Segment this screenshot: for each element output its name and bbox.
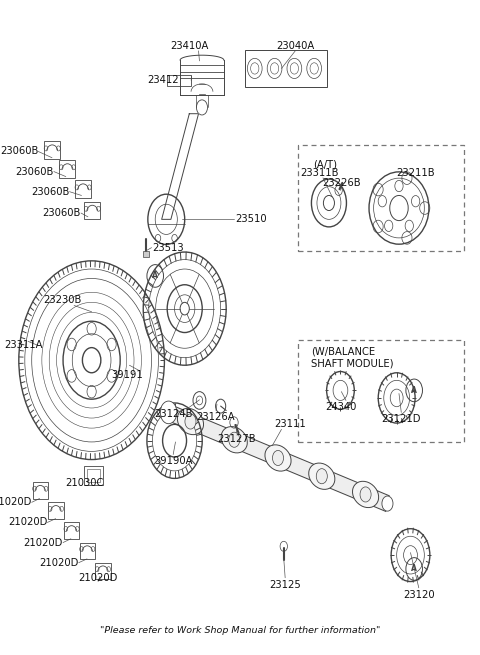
Bar (64, 523, 79, 539)
Polygon shape (167, 405, 389, 512)
Text: SHAFT MODULE): SHAFT MODULE) (312, 359, 394, 369)
Text: 24340: 24340 (326, 402, 357, 412)
Text: 23211B: 23211B (396, 168, 434, 178)
Bar (44, 141, 60, 159)
Bar (86, 469, 100, 481)
Text: 23111: 23111 (274, 419, 306, 430)
Text: 23040A: 23040A (276, 41, 314, 51)
Text: A: A (411, 565, 417, 574)
Ellipse shape (352, 481, 379, 508)
Text: 23410A: 23410A (170, 41, 208, 51)
Text: 21020D: 21020D (0, 497, 32, 508)
Text: 39191: 39191 (111, 370, 143, 381)
Text: 23060B: 23060B (43, 208, 81, 218)
Bar (48, 502, 63, 519)
Text: 21020D: 21020D (78, 572, 118, 583)
Text: 21020D: 21020D (24, 538, 63, 548)
Bar (33, 482, 48, 498)
Text: 23120: 23120 (403, 590, 434, 601)
Text: 23060B: 23060B (31, 187, 70, 196)
Bar (96, 563, 110, 579)
Bar (84, 466, 103, 485)
Circle shape (316, 469, 327, 484)
Polygon shape (162, 114, 199, 219)
Text: (A/T): (A/T) (313, 159, 337, 169)
Text: A: A (411, 386, 417, 395)
Text: 23311A: 23311A (4, 340, 43, 350)
Text: "Please refer to Work Shop Manual for further information": "Please refer to Work Shop Manual for fu… (100, 626, 380, 635)
Text: 21030C: 21030C (65, 478, 103, 489)
Bar (80, 542, 95, 559)
Ellipse shape (221, 426, 247, 453)
Ellipse shape (265, 445, 291, 471)
Bar (75, 180, 91, 198)
Text: 23125: 23125 (269, 580, 301, 590)
Circle shape (228, 432, 240, 447)
Bar (167, 75, 191, 86)
Text: 23121D: 23121D (382, 414, 421, 424)
Text: 23126A: 23126A (197, 413, 235, 422)
Text: A: A (152, 271, 158, 280)
Ellipse shape (178, 408, 204, 435)
Text: 21020D: 21020D (39, 557, 79, 568)
Text: 23124B: 23124B (154, 409, 192, 419)
Text: 23513: 23513 (153, 242, 184, 253)
Text: 23226B: 23226B (322, 178, 360, 188)
Text: 21020D: 21020D (8, 517, 48, 527)
Ellipse shape (309, 463, 335, 489)
Text: 23510: 23510 (235, 214, 267, 225)
Text: (W/BALANCE: (W/BALANCE (312, 346, 375, 356)
Text: 39190A: 39190A (154, 457, 192, 466)
Circle shape (360, 487, 371, 502)
Circle shape (382, 496, 393, 511)
Text: 23060B: 23060B (0, 147, 38, 157)
Bar (60, 160, 75, 178)
Bar (143, 251, 149, 257)
Ellipse shape (369, 172, 429, 244)
Text: 23060B: 23060B (15, 166, 54, 177)
Text: 23412: 23412 (147, 75, 179, 85)
Circle shape (185, 414, 196, 429)
Bar (84, 202, 100, 219)
Bar (245, 50, 326, 87)
Text: 23127B: 23127B (217, 434, 256, 444)
Text: 23311B: 23311B (300, 168, 338, 178)
Text: 23230B: 23230B (43, 295, 82, 305)
Ellipse shape (373, 178, 424, 238)
Circle shape (160, 401, 177, 424)
Circle shape (273, 451, 284, 466)
